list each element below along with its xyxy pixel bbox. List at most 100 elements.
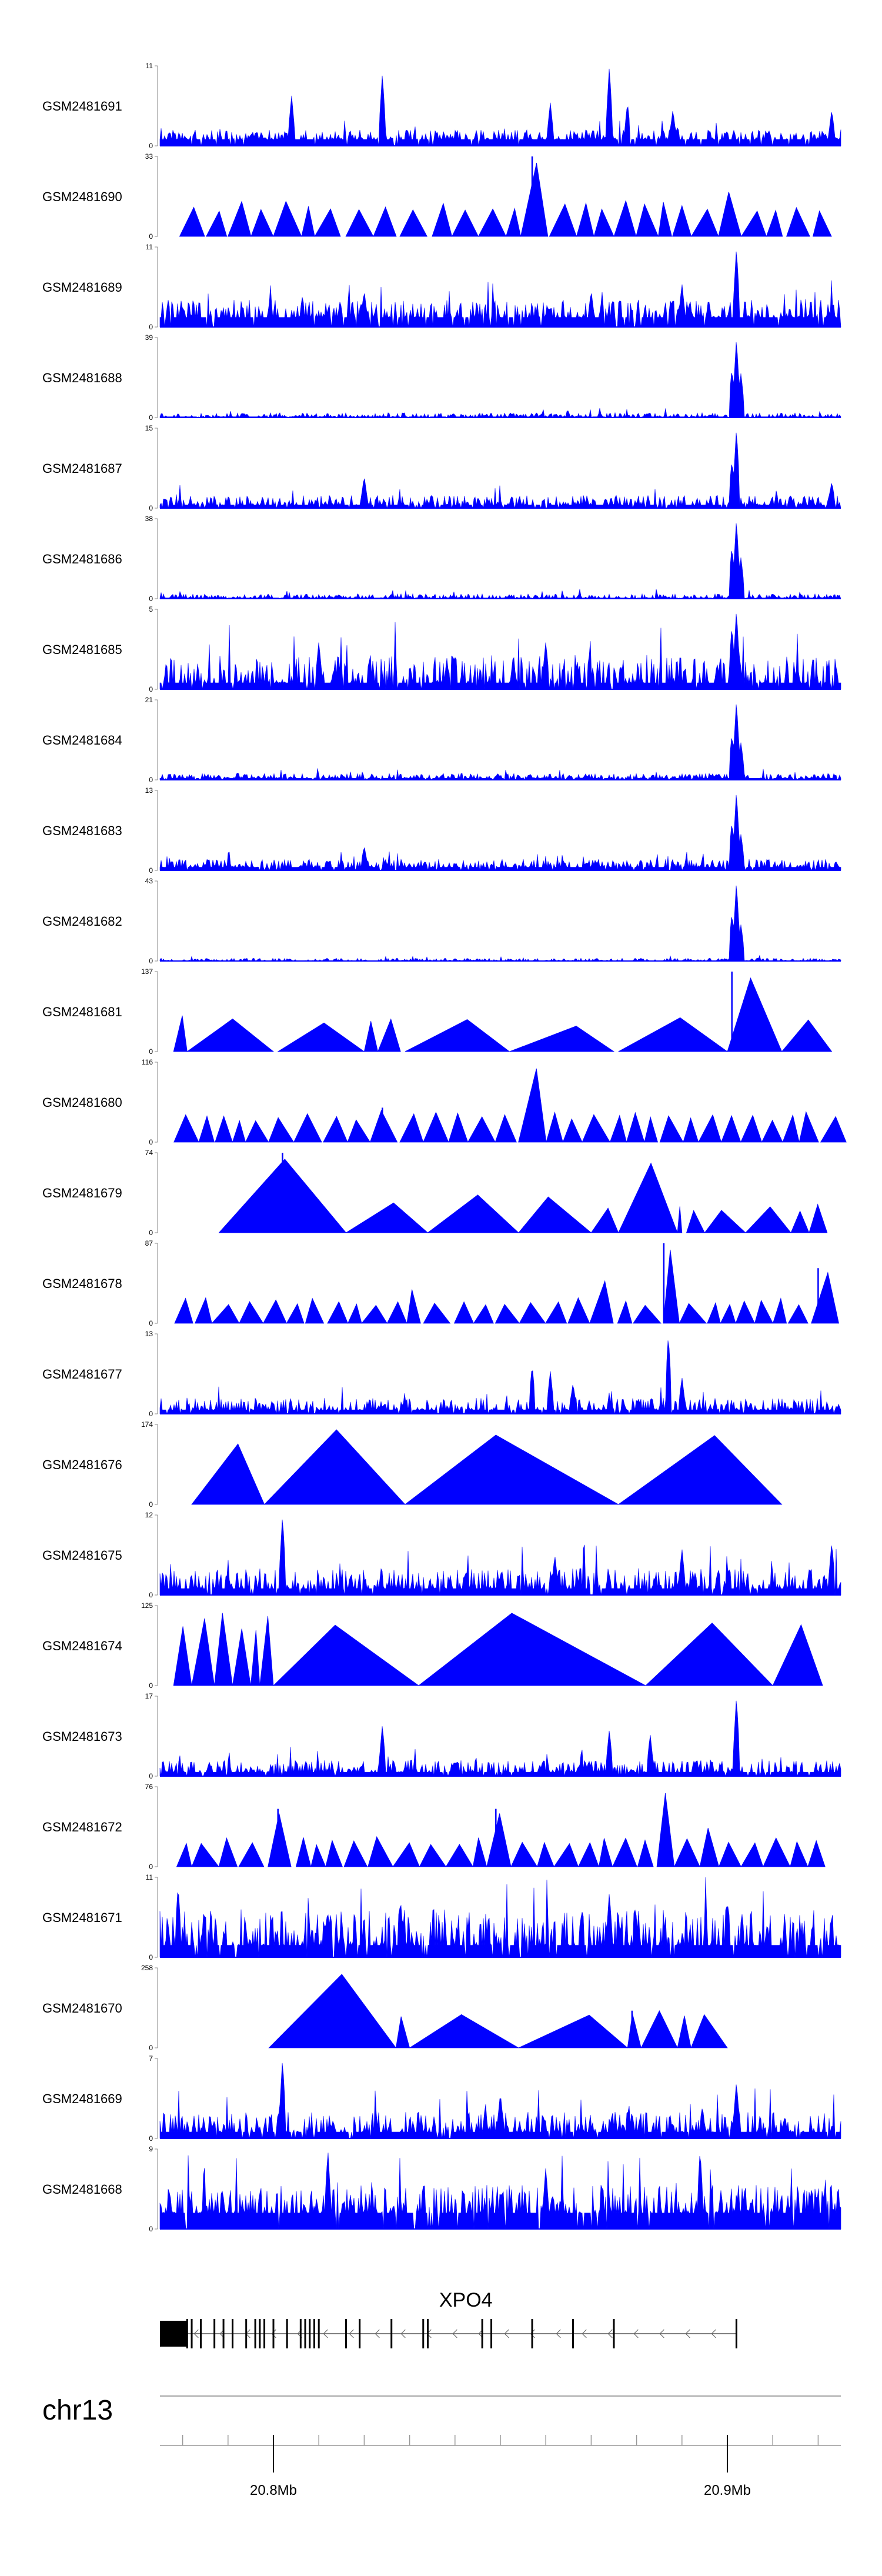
coverage-triangle [740, 1842, 764, 1867]
strand-chevron [452, 2329, 457, 2338]
coverage-triangle [369, 1110, 398, 1143]
gene-exon [531, 2319, 533, 2348]
coverage-triangle [327, 1301, 349, 1324]
gene-exon [186, 2319, 188, 2348]
coverage-triangle [238, 1842, 265, 1867]
coverage-triangle [510, 1841, 538, 1867]
coverage-area [159, 613, 841, 690]
coverage-area [159, 704, 841, 781]
y-tick-label-max: 74 [145, 1149, 153, 1157]
coverage-triangle [718, 192, 742, 237]
y-tick-label-min: 0 [149, 957, 153, 965]
coverage-triangle [386, 1301, 407, 1324]
gene-exon [254, 2319, 256, 2348]
coverage-triangle [617, 1435, 783, 1505]
strand-chevron [607, 2329, 613, 2338]
y-tick-label-min: 0 [149, 1319, 153, 1327]
coverage-triangle [345, 209, 374, 237]
coverage-triangle [453, 1301, 475, 1324]
gene-exon [359, 2319, 361, 2348]
y-tick-label-max: 137 [141, 967, 153, 976]
coverage-triangle [263, 1429, 406, 1505]
coverage-triangle [644, 1622, 774, 1686]
y-tick-label-min: 0 [149, 776, 153, 784]
track-label: GSM2481685 [42, 642, 122, 657]
coverage-triangle [598, 1838, 613, 1867]
coverage-area [159, 2063, 841, 2139]
track-label: GSM2481671 [42, 1910, 122, 1925]
track-GSM2481685: GSM2481685 5 0 [42, 605, 841, 693]
coverage-triangle [707, 1302, 721, 1324]
strand-chevron [711, 2329, 716, 2338]
y-tick-label-max: 11 [146, 62, 153, 70]
strand-chevron [530, 2329, 535, 2338]
coverage-triangle [679, 1303, 707, 1324]
track-label: GSM2481680 [42, 1095, 122, 1110]
y-tick-label-min: 0 [149, 413, 153, 422]
coverage-triangle [790, 1210, 810, 1233]
coverage-triangle [582, 1114, 611, 1143]
coverage-triangle [677, 1206, 683, 1233]
coverage-triangle [194, 1297, 212, 1324]
gene-exon [313, 2319, 315, 2348]
coverage-triangle [293, 1113, 322, 1143]
track-GSM2481684: GSM2481684 21 0 [42, 696, 841, 784]
gene-exon [286, 2319, 288, 2348]
coverage-area [159, 251, 841, 328]
coverage-triangle [395, 2016, 410, 2048]
coverage-triangle [618, 1017, 729, 1052]
track-label: GSM2481690 [42, 189, 122, 204]
coverage-triangle [781, 1019, 833, 1052]
coverage-triangle [373, 206, 397, 237]
track-label: GSM2481675 [42, 1548, 122, 1563]
coverage-triangle [347, 1303, 362, 1324]
coverage-triangle [174, 1297, 193, 1324]
coverage-triangle [663, 1249, 680, 1324]
coverage-triangle [799, 1111, 819, 1143]
coverage-triangle [495, 1114, 517, 1143]
gene-exon [572, 2319, 574, 2348]
strand-chevron [659, 2329, 664, 2338]
coverage-triangle [176, 1843, 192, 1867]
strand-chevron [685, 2329, 690, 2338]
y-tick-label-max: 11 [146, 1873, 153, 1881]
track-label: GSM2481674 [42, 1639, 122, 1653]
track-label: GSM2481684 [42, 733, 122, 748]
track-label: GSM2481686 [42, 552, 122, 566]
gene-exon [390, 2319, 393, 2348]
coverage-area [159, 2153, 841, 2230]
y-tick-label-min: 0 [149, 504, 153, 512]
coverage-triangle [617, 1300, 633, 1324]
gene-exon [245, 2319, 248, 2348]
coverage-triangle [392, 1842, 420, 1867]
coverage-triangle [589, 1280, 614, 1324]
coverage-triangle [214, 1613, 233, 1686]
track-GSM2481687: GSM2481687 15 0 [42, 424, 841, 512]
track-label: GSM2481678 [42, 1276, 122, 1291]
coverage-triangle [305, 1297, 325, 1324]
strand-chevron [633, 2329, 639, 2338]
gene-exon [191, 2319, 193, 2348]
coverage-triangle [286, 1303, 305, 1324]
coverage-triangle [677, 2016, 691, 2048]
track-GSM2481672: GSM2481672 76 0 [42, 1783, 826, 1871]
gene-utr-block [160, 2321, 188, 2347]
coverage-triangle [721, 1115, 741, 1143]
coverage-triangle [186, 1018, 275, 1052]
coverage-triangle [567, 1297, 590, 1324]
coverage-triangle [744, 1206, 791, 1233]
coverage-triangle [808, 1203, 828, 1233]
coverage-triangle [672, 205, 692, 237]
y-tick-label-max: 38 [145, 515, 153, 523]
coverage-triangle [173, 1015, 188, 1052]
track-GSM2481682: GSM2481682 43 0 [42, 877, 841, 965]
coverage-triangle [690, 2014, 728, 2048]
coverage-triangle [268, 1974, 397, 2048]
y-tick-label-max: 5 [149, 605, 153, 613]
y-tick-label-min: 0 [149, 685, 153, 693]
coverage-triangle [727, 977, 783, 1052]
coverage-triangle [766, 209, 783, 237]
coverage-triangle [477, 208, 507, 237]
y-tick-label-max: 116 [142, 1058, 153, 1066]
gene-exon [299, 2319, 302, 2348]
